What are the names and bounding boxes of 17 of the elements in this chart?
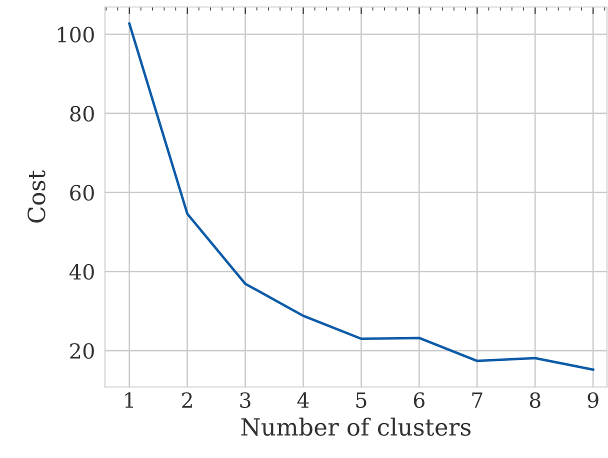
y-tick-label: 20 xyxy=(70,343,94,359)
x-tick-label: 2 xyxy=(182,392,192,408)
y-tick-label: 100 xyxy=(58,26,94,42)
x-axis-title: Number of clusters xyxy=(241,418,471,436)
y-tick-label: 60 xyxy=(70,184,94,201)
x-tick-label: 6 xyxy=(414,392,424,408)
x-tick-label: 7 xyxy=(472,392,482,408)
y-tick-label: 80 xyxy=(70,106,94,122)
line-series xyxy=(128,22,594,371)
y-tick-label: 40 xyxy=(69,264,94,280)
x-tick-label: 1 xyxy=(125,392,134,408)
x-tick-label: 4 xyxy=(297,392,309,408)
x-tick-label: 9 xyxy=(588,392,598,408)
x-tick-label: 5 xyxy=(356,392,366,408)
x-tick-label: 8 xyxy=(530,392,540,408)
y-axis-title: Cost xyxy=(28,170,46,223)
x-tick-label: 3 xyxy=(240,392,250,408)
